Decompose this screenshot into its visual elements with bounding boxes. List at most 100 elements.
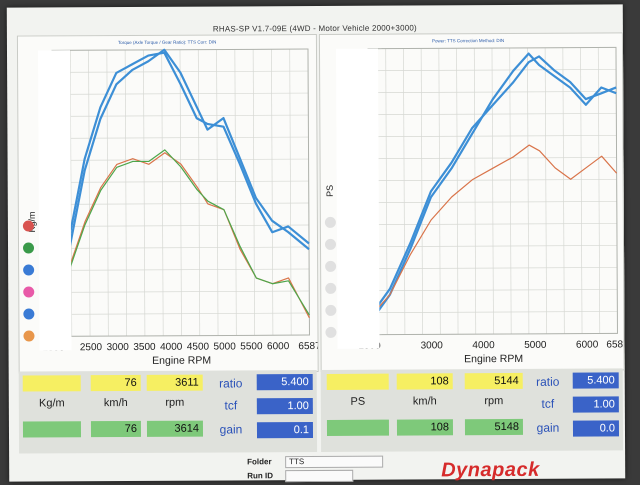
rpm-unit-label: rpm — [484, 395, 504, 408]
torque-value-cell-2 — [22, 421, 82, 438]
dynapack-logo: Dynapack — [441, 458, 540, 482]
ratio-value: 5.400 — [572, 372, 619, 389]
ratio-value: 5.400 — [256, 374, 313, 391]
grid-line-vertical — [106, 50, 109, 337]
grid-line-vertical — [403, 48, 406, 335]
redaction-block — [335, 48, 380, 349]
grid-line-vertical — [124, 49, 127, 336]
ratio-label: ratio — [536, 374, 560, 389]
grid-line-vertical — [271, 49, 274, 336]
rpm-value-cell-2: 3614 — [146, 420, 204, 437]
torque-unit-label: Kg/m — [38, 397, 65, 410]
grid-line-horizontal — [369, 289, 618, 292]
legend-dot-empty — [325, 282, 337, 294]
tcf-value: 1.00 — [572, 396, 619, 413]
grid-line-vertical — [527, 47, 530, 334]
series-line-blue-0 — [52, 48, 310, 314]
x-tick-label: 3000 — [107, 342, 130, 353]
rpm-value-cell: 5144 — [464, 372, 523, 390]
series-line-blue-0 — [368, 52, 617, 324]
x-tick-label: 6587 — [606, 339, 623, 350]
gain-value: 0.0 — [572, 420, 620, 437]
series-line-blue-1 — [52, 51, 310, 309]
grid-line-horizontal — [368, 69, 617, 72]
x-tick-label: 5500 — [240, 341, 263, 352]
grid-line-vertical — [420, 48, 423, 335]
speed-value-cell: 108 — [396, 373, 453, 390]
grid-line-horizontal — [53, 268, 310, 271]
grid-line-vertical — [385, 48, 388, 335]
redaction-block — [37, 50, 72, 351]
grid-line-vertical — [143, 49, 146, 336]
speed-unit-label: km/h — [103, 396, 128, 410]
runid-label: Run ID — [247, 471, 274, 481]
grid-line-vertical — [69, 50, 73, 337]
speed-value-cell-2: 108 — [396, 419, 454, 436]
grid-line-horizontal — [53, 312, 310, 315]
series-line-blue-1 — [368, 55, 617, 319]
grid-line-horizontal — [52, 158, 309, 161]
x-tick-label: 3000 — [421, 340, 444, 351]
x-tick-label: 3500 — [133, 342, 156, 353]
gain-label: gain — [536, 420, 560, 435]
grid-line-vertical — [88, 50, 91, 337]
grid-line-horizontal — [369, 311, 618, 314]
x-tick-label: 5000 — [524, 340, 547, 351]
grid-line-horizontal — [368, 201, 617, 204]
grid-line-vertical — [438, 48, 441, 335]
grid-line-vertical — [161, 49, 164, 336]
grid-line-horizontal — [53, 246, 310, 249]
torque-chart-svg: 1800250030003500400045005000550060006587… — [42, 48, 318, 367]
legend-dot-blue-2 — [23, 308, 35, 320]
grid-line-vertical — [491, 48, 494, 335]
grid-line-vertical — [562, 47, 565, 334]
tcf-label: tcf — [541, 396, 555, 411]
grid-line-vertical — [509, 47, 512, 334]
legend-dot-pink — [23, 286, 35, 298]
rpm-value-cell-2: 5148 — [464, 418, 524, 436]
x-tick-label: 4000 — [472, 340, 495, 351]
torque-readout-panel: 76 3611 ratio 5.400 Kg/m km/h rpm tcf 1.… — [18, 369, 318, 454]
legend-dot-empty — [325, 304, 337, 316]
gain-label: gain — [219, 422, 243, 437]
series-line-orange-2 — [368, 144, 618, 318]
legend-dot-empty — [324, 238, 337, 250]
grid-line-vertical — [473, 48, 477, 335]
power-chart: Power: TTS Correction Method: DIN 180030… — [318, 32, 625, 372]
dyno-report-sheet: RHAS-SP V1.7-09E (4WD - Motor Vehicle 20… — [6, 4, 626, 483]
x-tick-label: 6000 — [576, 340, 599, 351]
grid-line-horizontal — [368, 223, 617, 226]
tcf-value: 1.00 — [256, 398, 313, 415]
grid-line-vertical — [544, 47, 547, 334]
x-axis-label: Engine RPM — [464, 353, 523, 365]
speed-unit-label: km/h — [412, 395, 437, 408]
legend-dot-empty — [325, 326, 337, 338]
grid-line-horizontal — [52, 224, 309, 227]
x-tick-label: 2500 — [80, 342, 103, 353]
grid-line-horizontal — [368, 113, 617, 116]
folder-label: Folder — [247, 457, 272, 467]
rpm-unit-label: rpm — [165, 396, 185, 409]
power-unit-label: PS — [350, 395, 366, 408]
grid-line-vertical — [456, 48, 459, 335]
tcf-label: tcf — [224, 398, 238, 413]
grid-line-vertical — [216, 49, 219, 336]
grid-line-vertical — [179, 49, 182, 336]
runid-value — [285, 469, 354, 483]
legend-dot-red — [22, 220, 34, 232]
legend-dot-green — [22, 242, 35, 254]
power-value-cell — [326, 373, 389, 390]
speed-value-cell-2: 76 — [90, 420, 142, 438]
power-value-cell-2 — [326, 419, 390, 436]
torque-chart: Torque (Axle Torque / Gear Ratio): TTS C… — [16, 33, 319, 374]
grid-line-horizontal — [52, 202, 309, 205]
power-y-label: PS — [324, 184, 335, 197]
grid-line-horizontal — [368, 157, 617, 160]
rpm-value-cell: 3611 — [146, 374, 203, 391]
torque-value-cell — [22, 375, 81, 392]
x-tick-label: 5000 — [214, 341, 237, 352]
grid-line-vertical — [289, 49, 292, 336]
legend-dot-orange — [23, 330, 35, 342]
ratio-label: ratio — [219, 376, 243, 391]
legend-dot-empty — [325, 260, 337, 272]
